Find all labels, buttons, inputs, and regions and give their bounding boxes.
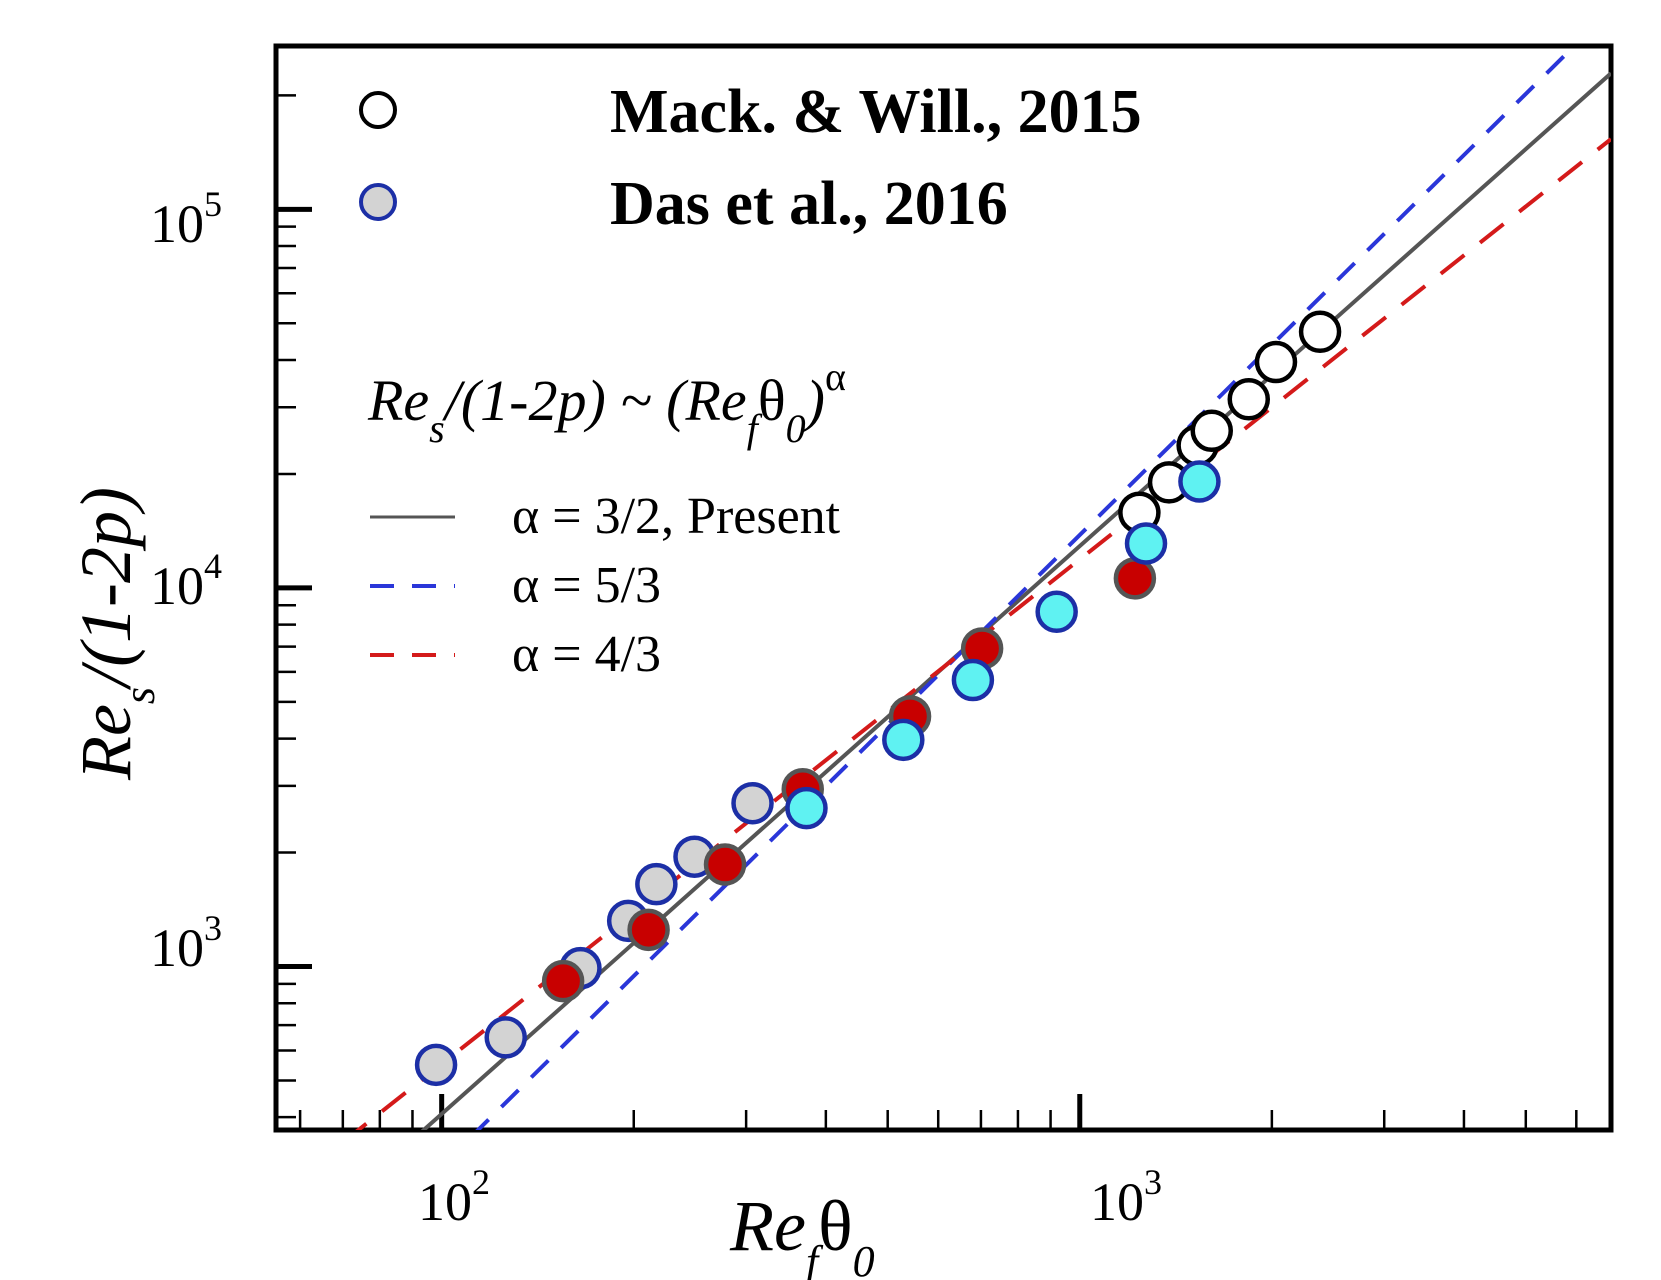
fit-formula: Res/(1-2p) ~ (Refθ0)α <box>367 354 846 451</box>
y-tick-label-100000: 105 <box>150 184 222 254</box>
data-point-s3-3 <box>703 843 747 886</box>
legend: Mack. & Will., 2015 Das et al., 2016 Res… <box>359 78 1142 683</box>
y-axis-label: Res/(1-2p) <box>66 487 164 781</box>
data-point-s1-4 <box>1190 409 1234 453</box>
x-axis-label: Refθ0 <box>729 1186 875 1280</box>
x-tick-label-1000: 103 <box>1090 1162 1162 1232</box>
data-point-s4-5 <box>1124 522 1168 565</box>
data-point-s3-2 <box>627 908 670 952</box>
data-point-s2-1 <box>414 1043 458 1087</box>
y-tick-label-1000: 103 <box>150 908 222 978</box>
data-point-s2-7 <box>731 781 774 825</box>
fit-line-2 <box>475 46 1578 1130</box>
data-point-s4-6 <box>1178 460 1221 503</box>
legend-label-mackenzie: Mack. & Will., 2015 <box>610 78 1142 146</box>
data-point-s2-5 <box>635 862 678 906</box>
legend-label-alpha-5-3: α = 5/3 <box>512 557 661 614</box>
legend-label-das: Das et al., 2016 <box>610 170 1008 238</box>
legend-label-alpha-4-3: α = 4/3 <box>512 626 661 683</box>
y-tick-label-10000: 104 <box>150 546 222 616</box>
legend-label-present: α = 3/2, Present <box>512 488 841 545</box>
data-point-s1-5 <box>1227 378 1271 421</box>
data-point-s1-7 <box>1298 310 1342 353</box>
data-point-s2-2 <box>484 1016 527 1059</box>
fit-line-1 <box>420 71 1611 1130</box>
data-point-s4-3 <box>951 658 995 702</box>
data-point-s4-4 <box>1035 590 1078 634</box>
data-markers <box>414 310 1342 1087</box>
data-point-s4-1 <box>785 786 828 830</box>
legend-marker-das <box>359 183 397 221</box>
data-point-s1-6 <box>1254 340 1298 384</box>
legend-marker-mackenzie <box>359 91 397 129</box>
data-point-s3-7 <box>1113 557 1157 600</box>
data-point-s4-2 <box>882 718 925 762</box>
data-point-s3-1 <box>541 959 585 1003</box>
x-tick-label-100: 102 <box>418 1162 490 1232</box>
axis-ticks <box>276 94 1578 1130</box>
